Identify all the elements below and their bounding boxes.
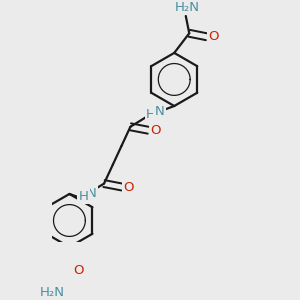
Text: O: O [74,264,84,277]
Text: O: O [208,30,219,43]
Text: H₂N: H₂N [174,1,200,14]
Text: N: N [154,105,164,118]
Text: H: H [78,190,88,203]
Text: H₂N: H₂N [40,286,64,299]
Text: O: O [124,181,134,194]
Text: H: H [146,108,156,121]
Text: N: N [86,187,96,200]
Text: O: O [150,124,160,137]
